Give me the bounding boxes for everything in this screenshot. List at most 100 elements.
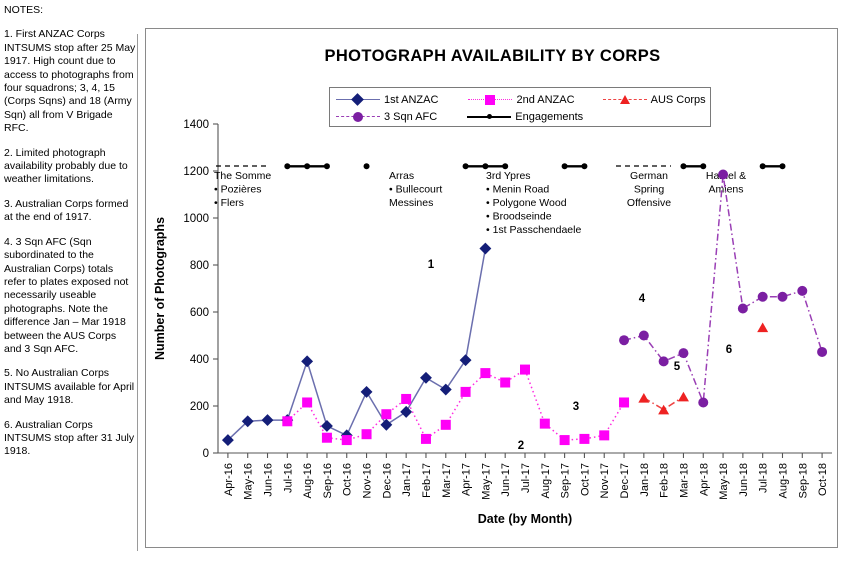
x-axis-tick-label: Feb-18 <box>659 463 671 498</box>
x-axis-tick-label: Oct-16 <box>342 463 354 496</box>
series-line <box>623 174 823 403</box>
circle-marker-icon <box>638 330 649 341</box>
square-marker-icon <box>321 432 332 443</box>
x-axis-tick-label: Nov-17 <box>599 463 611 498</box>
annotation-line: German <box>630 170 668 182</box>
series-2nd-anzac <box>282 364 630 446</box>
legend-label-engagements: Engagements <box>515 111 584 123</box>
engagement-marker <box>759 163 766 170</box>
y-axis-tick-label: 0 <box>203 448 209 460</box>
triangle-marker-icon <box>757 322 769 333</box>
notes-panel: NOTES: 1. First ANZAC Corps INTSUMS stop… <box>4 4 136 570</box>
annotation-line: Offensive <box>627 197 671 209</box>
legend-item-2nd-anzac[interactable]: 2nd ANZAC <box>468 91 575 109</box>
circle-marker-icon <box>698 397 709 408</box>
circle-marker-icon <box>619 335 630 346</box>
square-marker-icon <box>341 435 352 446</box>
note-item-6: 6. Australian Corps INTSUMS stop after 3… <box>4 418 135 458</box>
chart-legend: 1st ANZAC 2nd ANZAC AUS Corps <box>329 87 711 127</box>
callout-3: 3 <box>573 401 579 413</box>
engagement-marker <box>284 163 291 170</box>
diamond-marker-icon <box>459 354 472 367</box>
x-axis-tick-label: Sep-16 <box>322 463 334 498</box>
axes-group: 0 200 400 600 800 1000 1200 1400 Apr-16 May-16 Jun… <box>183 119 832 500</box>
x-axis-tick-label: Dec-17 <box>619 463 631 498</box>
x-axis-tick-label: May-17 <box>480 463 492 500</box>
callouts-group: 1 2 3 4 5 6 <box>428 259 732 452</box>
notes-divider <box>137 34 138 551</box>
x-axis-tick-label: Dec-16 <box>381 463 393 498</box>
engagement-marker <box>304 163 311 170</box>
engagement-marker <box>502 163 509 170</box>
x-axis-tick-label: Aug-17 <box>540 463 552 498</box>
square-marker-icon <box>480 368 491 379</box>
annotation-line: 3rd Ypres <box>486 170 531 182</box>
x-axis-tick-label: Apr-17 <box>461 463 473 496</box>
legend-symbol-1st-anzac <box>336 91 380 109</box>
annotation-line: Arras <box>389 170 414 182</box>
triangle-marker-icon <box>677 391 689 402</box>
square-marker-icon <box>539 418 550 429</box>
y-axis-tick-label: 400 <box>190 354 209 366</box>
x-axis-tick-label: Feb-17 <box>421 463 433 498</box>
x-axis-tick-label: Jun-18 <box>738 463 750 497</box>
series-1st-anzac <box>221 242 492 447</box>
x-axis-tick-label: Jan-18 <box>639 463 651 497</box>
callout-2: 2 <box>518 440 524 452</box>
square-marker-icon <box>579 433 590 444</box>
triangle-marker-icon <box>658 404 670 415</box>
chart-container: PHOTOGRAPH AVAILABILITY BY CORPS 1st ANZ… <box>145 28 838 548</box>
annotation-line: Messines <box>389 197 433 209</box>
square-marker-icon <box>401 393 412 404</box>
engagement-marker <box>561 163 568 170</box>
legend-label-aus-corps: AUS Corps <box>650 94 706 106</box>
y-axis-tick-label: 1200 <box>183 166 209 178</box>
annotation-the-somme: The Somme • Pozières• Flers <box>214 165 271 209</box>
x-axis-tick-label: Jul-18 <box>758 463 770 493</box>
annotation-line: • Pozières <box>214 184 261 196</box>
engagements-group <box>284 163 786 170</box>
x-axis-tick-label: Aug-18 <box>777 463 789 498</box>
y-axis-title: Number of Photographs <box>153 217 167 360</box>
legend-label-2nd-anzac: 2nd ANZAC <box>516 94 575 106</box>
circle-marker-icon <box>678 348 689 359</box>
circle-marker-icon <box>718 169 729 180</box>
callout-5: 5 <box>674 361 681 373</box>
note-item-1: 1. First ANZAC Corps INTSUMS stop after … <box>4 28 136 135</box>
x-axis-tick-label: Aug-16 <box>302 463 314 498</box>
square-marker-icon <box>559 435 570 446</box>
legend-item-1st-anzac[interactable]: 1st ANZAC <box>336 91 438 109</box>
callout-4: 4 <box>639 293 646 305</box>
triangle-marker-icon <box>638 392 650 403</box>
square-marker-icon <box>440 419 451 430</box>
note-item-5: 5. No Australian Corps INTSUMS available… <box>4 367 135 407</box>
legend-symbol-engagements <box>467 108 512 126</box>
x-axis-tick-label: Mar-18 <box>678 463 690 498</box>
annotation-line: • Flers <box>214 197 244 209</box>
square-marker-icon <box>599 430 610 441</box>
x-axis-tick-label: Oct-17 <box>579 463 591 496</box>
square-marker-icon <box>361 429 372 440</box>
plot-area: 0 200 400 600 800 1000 1200 1400 Apr-16 May-16 Jun… <box>153 119 832 526</box>
circle-marker-icon <box>797 285 808 296</box>
annotation-line: Spring <box>634 184 665 196</box>
legend-item-engagements[interactable]: Engagements <box>467 108 583 126</box>
axis-titles-group: Number of Photographs Date (by Month) <box>153 217 572 526</box>
annotation-line: Amiens <box>708 184 743 196</box>
y-axis-tick-label: 600 <box>190 307 209 319</box>
square-marker-icon <box>282 416 293 427</box>
diamond-marker-icon <box>261 414 274 427</box>
notes-heading: NOTES: <box>4 4 44 16</box>
y-axis-tick-label: 1400 <box>183 119 209 131</box>
legend-item-aus-corps[interactable]: AUS Corps <box>602 91 706 109</box>
legend-label-1st-anzac: 1st ANZAC <box>384 94 439 106</box>
legend-item-3-sqn-afc[interactable]: 3 Sqn AFC <box>336 108 437 126</box>
square-marker-icon <box>520 364 530 375</box>
engagement-marker <box>462 163 469 170</box>
legend-symbol-3-sqn-afc <box>336 108 380 126</box>
x-axis-tick-label: Apr-16 <box>223 463 235 496</box>
circle-marker-icon <box>658 356 669 367</box>
annotation-3rd-ypres: 3rd Ypres • Menin Road• Polygone Wood • Br… <box>486 170 581 236</box>
engagement-marker <box>581 163 588 170</box>
